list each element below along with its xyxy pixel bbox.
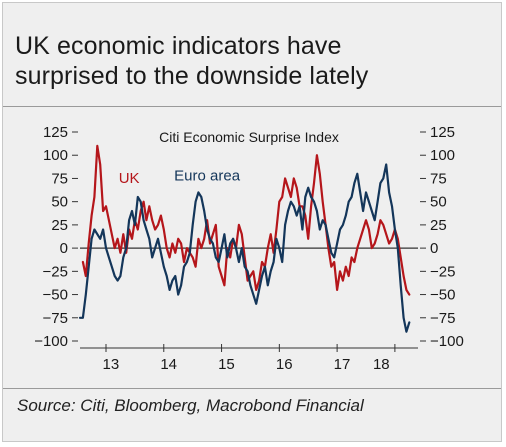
x-tick-label: 18 (373, 356, 390, 373)
bottom-divider (3, 388, 501, 389)
y-tick-label-left: 75 (51, 170, 68, 187)
y-tick-label-left: 125 (43, 124, 68, 141)
source-note: Source: Citi, Bloomberg, Macrobond Finan… (17, 396, 364, 415)
y-tick-label-left: 100 (43, 147, 68, 164)
y-tick-label-right: −75 (430, 310, 455, 327)
y-tick-label-left: −25 (43, 263, 68, 280)
y-tick-label-right: −100 (430, 333, 464, 350)
y-tick-label-right: 25 (430, 217, 447, 234)
x-tick-label: 14 (160, 356, 177, 373)
y-tick-label-left: 0 (60, 240, 68, 257)
y-tick-label-right: 75 (430, 170, 447, 187)
y-tick-label-left: 25 (51, 217, 68, 234)
y-tick-label-left: −75 (43, 310, 68, 327)
y-tick-label-right: 50 (430, 194, 447, 211)
x-tick-label: 13 (103, 356, 120, 373)
y-tick-label-right: −25 (430, 263, 455, 280)
series-label-euro-area: Euro area (174, 167, 241, 184)
series-label-uk: UK (119, 170, 140, 187)
y-tick-label-right: 125 (430, 124, 455, 141)
chart-card: UK economic indicators have surprised to… (2, 2, 502, 442)
top-divider (3, 106, 501, 107)
x-tick-label: 15 (218, 356, 235, 373)
y-tick-label-left: −100 (34, 333, 68, 350)
y-tick-label-right: −50 (430, 287, 455, 304)
y-tick-label-left: −50 (43, 287, 68, 304)
y-tick-label-right: 100 (430, 147, 455, 164)
y-tick-label-right: 0 (430, 240, 438, 257)
title-line-1: UK economic indicators have (15, 32, 342, 60)
x-tick-label: 16 (276, 356, 293, 373)
series-line-uk (81, 144, 411, 296)
title-line-2: surprised to the downside lately (15, 62, 369, 90)
x-tick-label: 17 (334, 356, 351, 373)
chart-title: Citi Economic Surprise Index (159, 129, 339, 145)
surprise-index-chart: Citi Economic Surprise Index 125 125 100 100… (34, 124, 464, 373)
series-line-euro-area (78, 163, 411, 333)
page-title: UK economic indicators have surprised to… (15, 31, 368, 91)
y-tick-label-left: 50 (51, 194, 68, 211)
